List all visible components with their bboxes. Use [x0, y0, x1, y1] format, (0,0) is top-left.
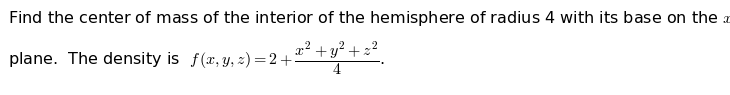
Text: plane.  The density is  $f\,(x, y, z) = 2 + \dfrac{x^2 + y^2 + z^2}{4}$.: plane. The density is $f\,(x, y, z) = 2 …: [8, 40, 385, 77]
Text: Find the center of mass of the interior of the hemisphere of radius 4 with its b: Find the center of mass of the interior …: [8, 9, 730, 28]
